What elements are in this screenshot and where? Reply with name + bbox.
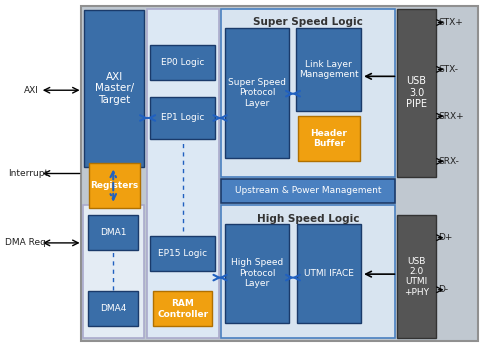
Text: DMA4: DMA4 bbox=[100, 304, 126, 313]
Bar bbox=[225, 28, 290, 158]
Bar bbox=[222, 179, 395, 203]
Text: STX-: STX- bbox=[438, 65, 458, 74]
Bar bbox=[150, 97, 215, 139]
Bar bbox=[88, 291, 138, 326]
Text: D+: D+ bbox=[438, 233, 452, 242]
Text: EP15 Logic: EP15 Logic bbox=[158, 249, 207, 258]
Text: STX+: STX+ bbox=[438, 18, 463, 27]
Bar bbox=[296, 224, 361, 323]
Bar bbox=[222, 9, 395, 177]
Text: USB
3.0
PIPE: USB 3.0 PIPE bbox=[406, 76, 427, 109]
Text: USB
2.0
UTMI
+PHY: USB 2.0 UTMI +PHY bbox=[404, 257, 429, 297]
Bar bbox=[296, 28, 361, 111]
Text: RAM
Controller: RAM Controller bbox=[157, 299, 208, 319]
Bar bbox=[147, 9, 219, 338]
Bar bbox=[150, 45, 215, 80]
Bar bbox=[82, 205, 144, 338]
Bar bbox=[398, 215, 436, 338]
Text: Registers: Registers bbox=[90, 181, 138, 190]
Text: Link Layer
Management: Link Layer Management bbox=[298, 60, 358, 79]
Text: DMA Req: DMA Req bbox=[4, 238, 46, 247]
Bar bbox=[398, 9, 436, 177]
Text: Super Speed
Protocol
Layer: Super Speed Protocol Layer bbox=[228, 78, 286, 108]
Text: SRX-: SRX- bbox=[438, 157, 459, 166]
Bar bbox=[81, 6, 477, 341]
Text: High Speed
Protocol
Layer: High Speed Protocol Layer bbox=[231, 259, 283, 288]
Bar bbox=[88, 215, 138, 250]
Bar bbox=[153, 291, 212, 326]
Bar bbox=[298, 116, 360, 161]
Bar bbox=[84, 10, 144, 167]
Text: High Speed Logic: High Speed Logic bbox=[257, 214, 360, 224]
Bar bbox=[90, 163, 140, 208]
Text: UTMI IFACE: UTMI IFACE bbox=[304, 269, 354, 278]
Bar bbox=[225, 224, 290, 323]
Text: Header
Buffer: Header Buffer bbox=[310, 129, 348, 149]
Bar bbox=[150, 236, 215, 271]
Text: SRX+: SRX+ bbox=[438, 112, 464, 121]
Text: Upstream & Power Management: Upstream & Power Management bbox=[235, 186, 382, 195]
Bar bbox=[222, 205, 395, 338]
Text: Super Speed Logic: Super Speed Logic bbox=[253, 17, 363, 27]
Text: D-: D- bbox=[438, 285, 448, 294]
Text: Interrupt: Interrupt bbox=[8, 169, 48, 178]
Text: DMA1: DMA1 bbox=[100, 228, 126, 237]
Text: EP0 Logic: EP0 Logic bbox=[161, 58, 204, 67]
Text: AXI: AXI bbox=[24, 86, 39, 95]
Text: EP1 Logic: EP1 Logic bbox=[161, 113, 204, 122]
Text: AXI
Master/
Target: AXI Master/ Target bbox=[95, 72, 134, 105]
